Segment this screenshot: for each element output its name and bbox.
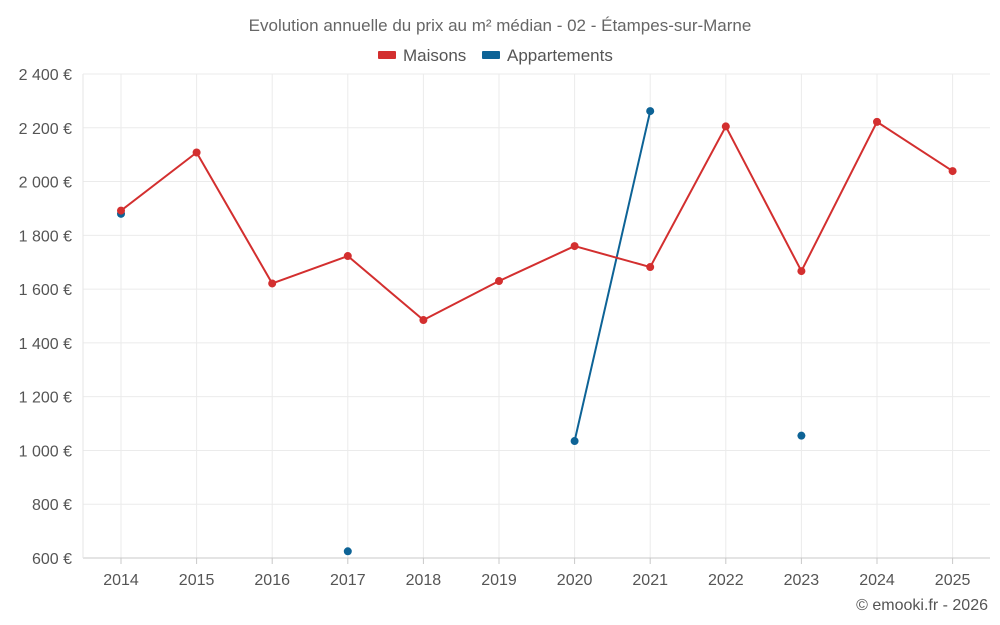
x-tick-label: 2016	[254, 572, 290, 589]
grid-layer	[83, 73, 990, 559]
x-tick-label: 2024	[859, 572, 895, 589]
axis-layer: 600 € 800 € 1 000 € 1 200 € 1 400 € 1 600 € 1 …	[19, 67, 990, 589]
x-tick-label: 2014	[103, 572, 139, 589]
data-point-maisons[interactable]	[192, 148, 201, 157]
data-point-appartements[interactable]	[343, 547, 352, 556]
y-tick-label: 2 400 €	[19, 67, 72, 84]
x-tick-label: 2021	[632, 572, 668, 589]
data-point-maisons[interactable]	[948, 167, 957, 176]
y-tick-label: 1 600 €	[19, 282, 72, 299]
legend-label-maisons: Maisons	[403, 46, 466, 65]
x-tick-label: 2015	[179, 572, 215, 589]
chart-title: Evolution annuelle du prix au m² médian …	[249, 16, 752, 35]
data-point-maisons[interactable]	[419, 316, 428, 325]
data-point-maisons[interactable]	[873, 117, 881, 126]
data-point-maisons[interactable]	[797, 267, 806, 276]
legend-swatch-appartements	[482, 51, 500, 59]
y-tick-label: 2 000 €	[19, 175, 72, 192]
chart-legend[interactable]: Maisons Appartements	[378, 46, 613, 65]
data-point-appartements[interactable]	[797, 431, 806, 440]
series-line-appartements	[573, 110, 652, 442]
y-tick-label: 1 400 €	[19, 336, 72, 353]
legend-swatch-maisons	[378, 51, 396, 59]
data-point-maisons[interactable]	[343, 252, 352, 261]
x-tick-label: 2018	[406, 572, 442, 589]
data-point-maisons[interactable]	[721, 122, 730, 131]
data-point-appartements[interactable]	[570, 437, 579, 446]
series-line-maisons	[120, 120, 954, 322]
x-tick-label: 2017	[330, 572, 366, 589]
x-tick-label: 2023	[784, 572, 820, 589]
y-tick-label: 1 800 €	[19, 228, 72, 245]
x-tick-label: 2020	[557, 572, 593, 589]
data-point-appartements[interactable]	[646, 107, 655, 116]
series-appartements	[117, 107, 806, 556]
y-tick-label: 800 €	[32, 497, 72, 514]
series-layer	[117, 107, 957, 556]
x-tick-label: 2025	[935, 572, 971, 589]
data-point-maisons[interactable]	[495, 277, 503, 286]
chart-credit: © emooki.fr - 2026	[856, 597, 988, 614]
y-tick-label: 1 000 €	[19, 443, 72, 460]
y-tick-label: 2 200 €	[19, 121, 72, 138]
y-tick-label: 600 €	[32, 551, 72, 568]
legend-item-appartements[interactable]: Appartements	[482, 46, 613, 65]
legend-label-appartements: Appartements	[507, 46, 613, 65]
data-point-maisons[interactable]	[646, 263, 655, 272]
series-maisons	[117, 117, 957, 325]
y-tick-label: 1 200 €	[19, 390, 72, 407]
data-point-maisons[interactable]	[268, 279, 277, 288]
data-point-maisons[interactable]	[117, 206, 125, 215]
x-tick-label: 2019	[481, 572, 517, 589]
legend-item-maisons[interactable]: Maisons	[378, 46, 466, 65]
x-tick-label: 2022	[708, 572, 744, 589]
data-point-maisons[interactable]	[570, 242, 579, 251]
